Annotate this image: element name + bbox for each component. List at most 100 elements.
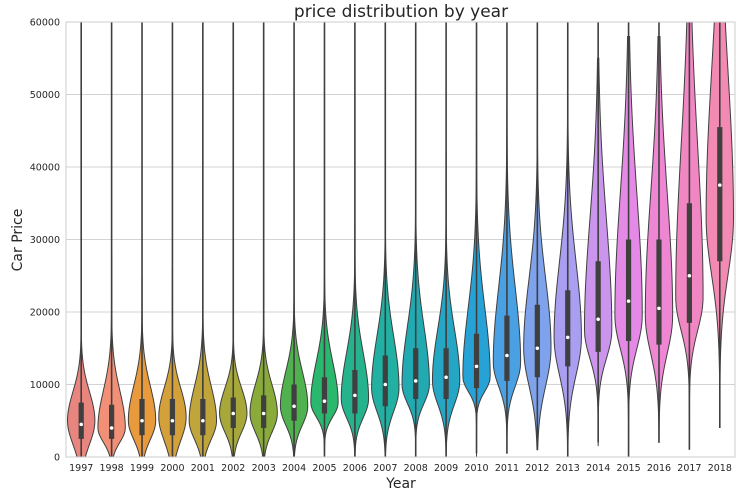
y-axis-ticks: 0 10000 20000 30000 40000 50000 60000 bbox=[30, 18, 60, 464]
violin-iqr-box bbox=[625, 239, 632, 341]
violin-median-point bbox=[109, 426, 114, 430]
y-tick-label: 10000 bbox=[30, 380, 60, 391]
violin-median-point bbox=[687, 273, 692, 278]
plot-frame bbox=[65, 21, 736, 458]
x-tick-label: 1998 bbox=[100, 463, 124, 474]
violin-iqr-box bbox=[656, 239, 662, 345]
violin-2006 bbox=[340, 22, 370, 458]
x-tick-label: 2002 bbox=[221, 463, 245, 474]
violin-iqr-box bbox=[565, 290, 571, 367]
violin-2014 bbox=[583, 22, 613, 447]
violin-median-point bbox=[170, 418, 175, 423]
y-axis-title: Car Price bbox=[10, 209, 26, 272]
violin-iqr-box bbox=[291, 384, 297, 421]
x-axis-title: Year bbox=[385, 476, 416, 492]
violin-2005 bbox=[310, 22, 339, 458]
violin-iqr-box bbox=[352, 370, 358, 414]
violin-iqr-box bbox=[473, 333, 480, 389]
violin-median-point bbox=[626, 299, 631, 303]
violin-median-point bbox=[383, 382, 388, 387]
violin-iqr-box bbox=[169, 399, 176, 436]
x-axis-ticks: 1997 1998 1999 2000 2001 2002 2003 2004 2005 2006… bbox=[69, 463, 732, 474]
x-tick-label: 2018 bbox=[708, 463, 732, 474]
violin-median-point bbox=[565, 335, 570, 340]
x-tick-label: 2007 bbox=[373, 463, 397, 474]
violin-2012 bbox=[523, 22, 552, 451]
violin-median-point bbox=[657, 306, 661, 311]
x-tick-label: 2004 bbox=[282, 463, 306, 474]
violin-2010 bbox=[462, 22, 491, 457]
x-tick-label: 2012 bbox=[525, 463, 549, 474]
violin-iqr-box bbox=[139, 399, 145, 436]
violin-iqr-box bbox=[504, 315, 510, 381]
x-tick-label: 2010 bbox=[464, 463, 488, 474]
violin-median-point bbox=[535, 346, 540, 351]
violin-median-point bbox=[474, 364, 479, 369]
x-tick-label: 2013 bbox=[556, 463, 580, 474]
violin-iqr-box bbox=[382, 355, 388, 407]
violin-2011 bbox=[492, 22, 522, 454]
x-tick-label: 2015 bbox=[616, 463, 640, 474]
violin-median-point bbox=[717, 183, 722, 187]
x-tick-label: 2005 bbox=[312, 463, 336, 474]
violin-2009 bbox=[431, 22, 461, 458]
x-tick-label: 2001 bbox=[191, 463, 215, 474]
y-tick-label: 40000 bbox=[30, 163, 60, 174]
chart-title: price distribution by year bbox=[294, 2, 508, 22]
violin-2013 bbox=[553, 22, 582, 457]
violin-iqr-box bbox=[534, 304, 540, 378]
x-tick-label: 2009 bbox=[434, 463, 458, 474]
violin-2004 bbox=[279, 22, 309, 458]
violin-median-point bbox=[79, 422, 84, 427]
violin-iqr-box bbox=[321, 377, 328, 414]
violin-median-point bbox=[353, 393, 357, 398]
violin-iqr-box bbox=[686, 203, 692, 323]
violin-iqr-box bbox=[413, 348, 419, 399]
y-tick-label: 30000 bbox=[30, 235, 60, 246]
violin-median-point bbox=[505, 353, 509, 358]
x-tick-label: 2014 bbox=[586, 463, 610, 474]
violin-iqr-box bbox=[261, 395, 267, 428]
violin-median-point bbox=[292, 404, 296, 409]
x-tick-label: 2000 bbox=[160, 463, 184, 474]
violin-1998 bbox=[97, 22, 126, 458]
violin-2002 bbox=[219, 22, 248, 458]
y-tick-label: 0 bbox=[54, 453, 60, 464]
violin-2000 bbox=[158, 22, 187, 458]
y-tick-label: 20000 bbox=[30, 308, 60, 319]
violin-iqr-box bbox=[109, 404, 115, 439]
y-tick-label: 60000 bbox=[30, 18, 60, 29]
x-tick-label: 2008 bbox=[404, 463, 428, 474]
violin-2016 bbox=[644, 22, 674, 443]
y-tick-label: 50000 bbox=[30, 90, 60, 101]
violin-2001 bbox=[188, 22, 218, 458]
violin-2015 bbox=[614, 22, 643, 457]
violin-median-point bbox=[322, 399, 327, 403]
violin-iqr-box bbox=[78, 402, 84, 439]
x-tick-label: 1997 bbox=[69, 463, 93, 474]
x-tick-label: 2006 bbox=[343, 463, 367, 474]
x-tick-label: 1999 bbox=[130, 463, 154, 474]
violin-iqr-box bbox=[200, 399, 206, 436]
violin-2007 bbox=[371, 22, 400, 458]
violin-2008 bbox=[401, 22, 430, 458]
violin-median-point bbox=[261, 411, 266, 416]
violin-median-point bbox=[231, 411, 236, 416]
x-tick-label: 2017 bbox=[677, 463, 701, 474]
violin-median-point bbox=[201, 418, 205, 423]
violin-1999 bbox=[127, 22, 157, 458]
violin-2003 bbox=[249, 22, 278, 458]
violin-median-point bbox=[140, 418, 144, 423]
x-tick-label: 2011 bbox=[495, 463, 519, 474]
violin-iqr-box bbox=[443, 348, 449, 399]
violins bbox=[67, 21, 734, 458]
violin-median-point bbox=[596, 317, 600, 322]
violin-2018 bbox=[705, 21, 734, 428]
x-tick-label: 2016 bbox=[647, 463, 671, 474]
violin-median-point bbox=[444, 375, 448, 380]
violin-median-point bbox=[413, 379, 418, 383]
violin-iqr-box bbox=[595, 261, 601, 352]
violin-iqr-box bbox=[717, 127, 723, 262]
x-tick-label: 2003 bbox=[252, 463, 276, 474]
